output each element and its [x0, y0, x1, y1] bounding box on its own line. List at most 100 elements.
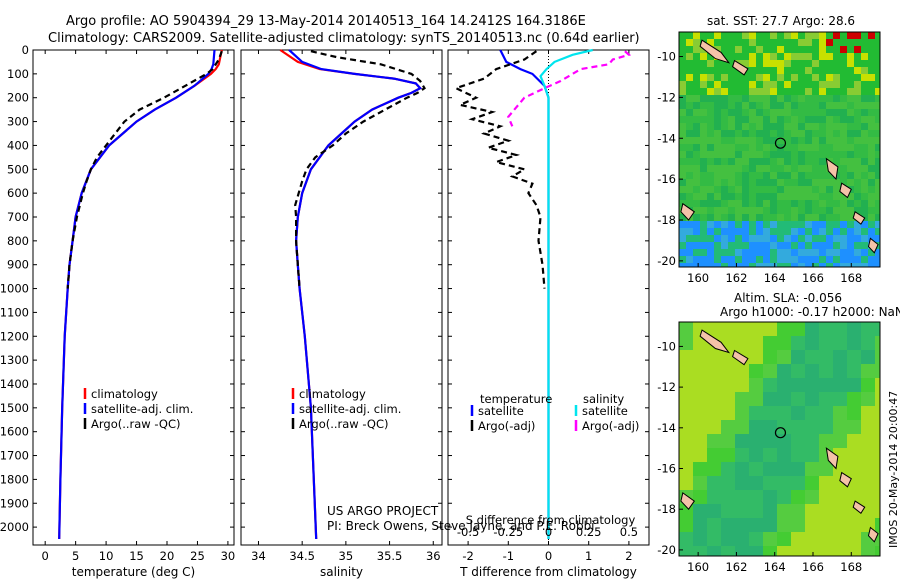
map-cell	[875, 165, 880, 172]
map-cell	[805, 137, 812, 144]
map-cell	[763, 504, 777, 518]
map-cell	[847, 53, 854, 60]
map-cell	[805, 490, 819, 504]
map-cell	[763, 158, 770, 165]
map-cell	[833, 242, 840, 249]
map-cell	[854, 123, 861, 130]
map-cell	[721, 364, 735, 378]
map-cell	[784, 214, 791, 221]
map-cell	[812, 214, 819, 221]
map-cell	[693, 53, 700, 60]
map-cell	[861, 448, 875, 462]
map-cell	[868, 74, 875, 81]
map-cell	[686, 46, 693, 53]
map-cell	[868, 39, 875, 46]
map-cell	[721, 256, 728, 263]
x-tick-label: 5	[72, 549, 79, 563]
map-cell	[721, 39, 728, 46]
map-cell	[805, 95, 812, 102]
map-cell	[770, 102, 777, 109]
map-cell	[784, 158, 791, 165]
map-cell	[700, 60, 707, 67]
map-cell	[728, 165, 735, 172]
map-cell	[875, 88, 880, 95]
map-cell	[693, 242, 700, 249]
map-cell	[714, 102, 721, 109]
map-cell	[770, 193, 777, 200]
map-cell	[728, 74, 735, 81]
map-cell	[875, 102, 880, 109]
map-cell	[777, 221, 784, 228]
map-cell	[749, 546, 763, 556]
map-cell	[721, 322, 735, 336]
map-cell	[777, 144, 784, 151]
map-cell	[693, 221, 700, 228]
map-cell	[868, 200, 875, 207]
map-cell	[700, 186, 707, 193]
map-cell	[833, 532, 847, 546]
map-cell	[791, 32, 798, 39]
map-cell	[777, 158, 784, 165]
map-cell	[826, 221, 833, 228]
map-subtitle: Argo h1000: -0.17 h2000: NaN	[720, 305, 900, 319]
map-cell	[840, 46, 847, 53]
map-cell	[763, 144, 770, 151]
map-cell	[777, 490, 791, 504]
map-cell	[756, 228, 763, 235]
map-cell	[861, 88, 868, 95]
map-cell	[875, 235, 880, 242]
map-cell	[763, 242, 770, 249]
map-cell	[805, 434, 819, 448]
map-cell	[826, 46, 833, 53]
map-cell	[763, 350, 777, 364]
map-cell	[847, 102, 854, 109]
map-cell	[805, 263, 812, 267]
map-cell	[707, 462, 721, 476]
map-cell	[819, 116, 826, 123]
map-cell	[763, 336, 777, 350]
map-cell	[819, 532, 833, 546]
map-cell	[847, 123, 854, 130]
map-cell	[791, 228, 798, 235]
map-cell	[756, 116, 763, 123]
map-cell	[875, 109, 880, 116]
map-cell	[728, 144, 735, 151]
map-cell	[707, 151, 714, 158]
map-cell	[707, 322, 721, 336]
map-cell	[819, 214, 826, 221]
map-cell	[749, 200, 756, 207]
map-cell	[840, 39, 847, 46]
map-cell	[763, 116, 770, 123]
map-cell	[805, 200, 812, 207]
map-cell	[777, 235, 784, 242]
island	[867, 237, 879, 254]
map-cell	[756, 123, 763, 130]
map-cell	[812, 193, 819, 200]
map-cell	[728, 158, 735, 165]
x-tick-label: 0	[545, 549, 552, 563]
map-cell	[791, 350, 805, 364]
map-cell	[875, 200, 880, 207]
map-cell	[721, 88, 728, 95]
map-cell	[714, 235, 721, 242]
map-cell	[798, 249, 805, 256]
map-cell	[763, 448, 777, 462]
x-tick-label: -1	[503, 549, 514, 563]
map-cell	[833, 60, 840, 67]
map-cell	[735, 123, 742, 130]
map-cell	[812, 102, 819, 109]
map-cell	[805, 88, 812, 95]
map-cell	[763, 406, 777, 420]
map-cell	[721, 448, 735, 462]
map-cell	[693, 546, 707, 556]
map-cell	[700, 88, 707, 95]
map-cell	[861, 378, 875, 392]
map-cell	[805, 228, 812, 235]
map-cell	[847, 32, 854, 39]
map-cell	[784, 81, 791, 88]
map-cell	[714, 179, 721, 186]
map-cell	[707, 518, 721, 532]
map-cell	[777, 476, 791, 490]
map-cell	[840, 88, 847, 95]
map-cell	[805, 74, 812, 81]
